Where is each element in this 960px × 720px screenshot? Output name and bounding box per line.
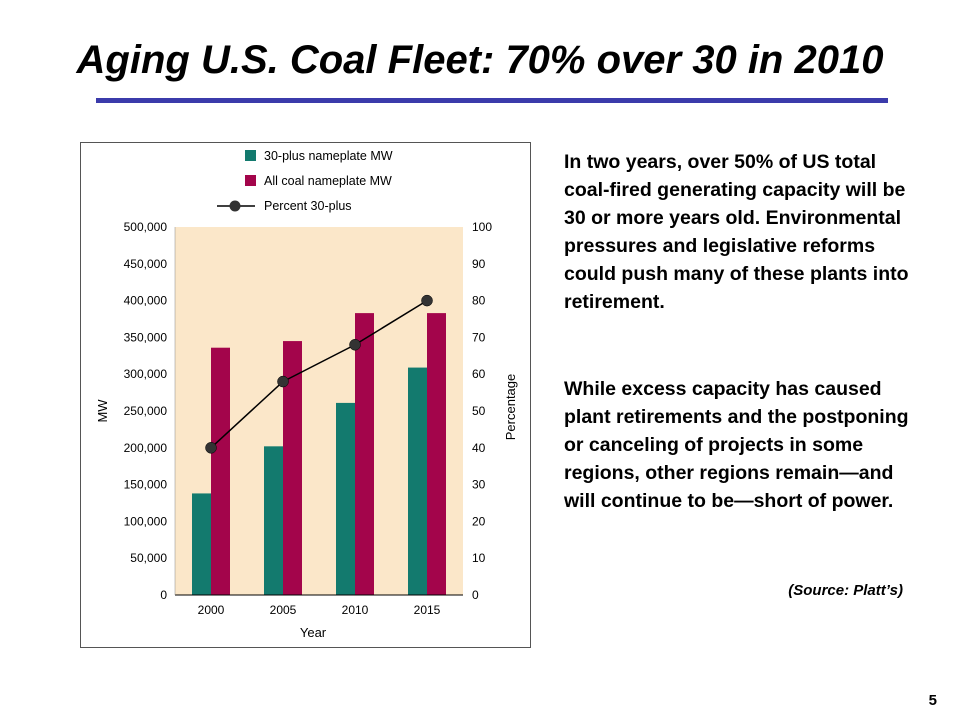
y2-tick-label: 40 — [472, 441, 486, 455]
source-citation: (Source: Platt’s) — [788, 582, 903, 599]
y2-tick-label: 70 — [472, 330, 486, 344]
bar — [192, 493, 211, 595]
percent-line — [210, 299, 428, 449]
y-tick-label: 200,000 — [124, 441, 168, 455]
y2-tick-label: 0 — [472, 588, 479, 602]
y-axis-title: MW — [95, 399, 110, 423]
x-tick-label: 2005 — [270, 603, 297, 617]
coal-fleet-chart: 30-plus nameplate MW All coal nameplate M… — [95, 149, 518, 640]
x-tick-label: 2000 — [198, 603, 225, 617]
y-tick-label: 500,000 — [124, 220, 168, 234]
y-tick-label: 350,000 — [124, 330, 168, 344]
y-tick-label: 300,000 — [124, 367, 168, 381]
chart-legend: 30-plus nameplate MW All coal nameplate M… — [217, 149, 393, 213]
y2-tick-label: 80 — [472, 294, 486, 308]
x-tick-label: 2015 — [414, 603, 441, 617]
bar — [355, 313, 374, 595]
x-axis-title: Year — [300, 625, 327, 640]
paragraph-retirement-outlook: In two years, over 50% of US total coal-… — [564, 151, 909, 313]
bar — [264, 446, 283, 595]
percent-point — [277, 375, 289, 388]
percent-point — [205, 442, 217, 454]
bar — [336, 402, 355, 595]
y2-tick-label: 90 — [472, 257, 486, 271]
y2-tick-label: 20 — [472, 514, 486, 528]
y-tick-label: 400,000 — [124, 294, 168, 308]
y2-tick-label: 50 — [472, 404, 486, 418]
y-tick-label: 0 — [160, 588, 167, 602]
bar — [283, 341, 302, 595]
title-underline — [96, 98, 888, 103]
y2-tick-label: 60 — [472, 367, 486, 381]
y2-axis-title: Percentage — [503, 374, 518, 441]
y-tick-label: 150,000 — [124, 478, 168, 492]
y2-tick-label: 30 — [472, 478, 486, 492]
bar — [408, 367, 427, 595]
paragraph-excess-capacity: While excess capacity has caused plant r… — [564, 378, 909, 512]
percent-point — [421, 294, 433, 307]
legend-swatch — [245, 175, 256, 186]
legend-label: All coal nameplate MW — [264, 174, 392, 188]
axes-group: 0 50,000 100,000 150,000 200,000 250,000 300,0… — [95, 220, 518, 640]
y-tick-label: 250,000 — [124, 404, 168, 418]
y2-tick-label: 100 — [472, 220, 492, 234]
x-tick-label: 2010 — [342, 603, 369, 617]
legend-marker — [229, 200, 241, 212]
slide-title: Aging U.S. Coal Fleet: 70% over 30 in 20… — [76, 38, 884, 82]
page-number: 5 — [928, 692, 937, 709]
legend-swatch — [245, 150, 256, 161]
legend-label: Percent 30-plus — [264, 199, 352, 213]
y-tick-label: 100,000 — [124, 514, 168, 528]
y-tick-label: 450,000 — [124, 257, 168, 271]
line-group — [205, 294, 433, 454]
percent-point — [349, 339, 361, 351]
legend-label: 30-plus nameplate MW — [264, 149, 393, 163]
y-tick-label: 50,000 — [130, 551, 167, 565]
bar — [427, 313, 446, 595]
bar — [211, 347, 230, 595]
y2-tick-label: 10 — [472, 551, 486, 565]
bar-group — [192, 313, 446, 595]
